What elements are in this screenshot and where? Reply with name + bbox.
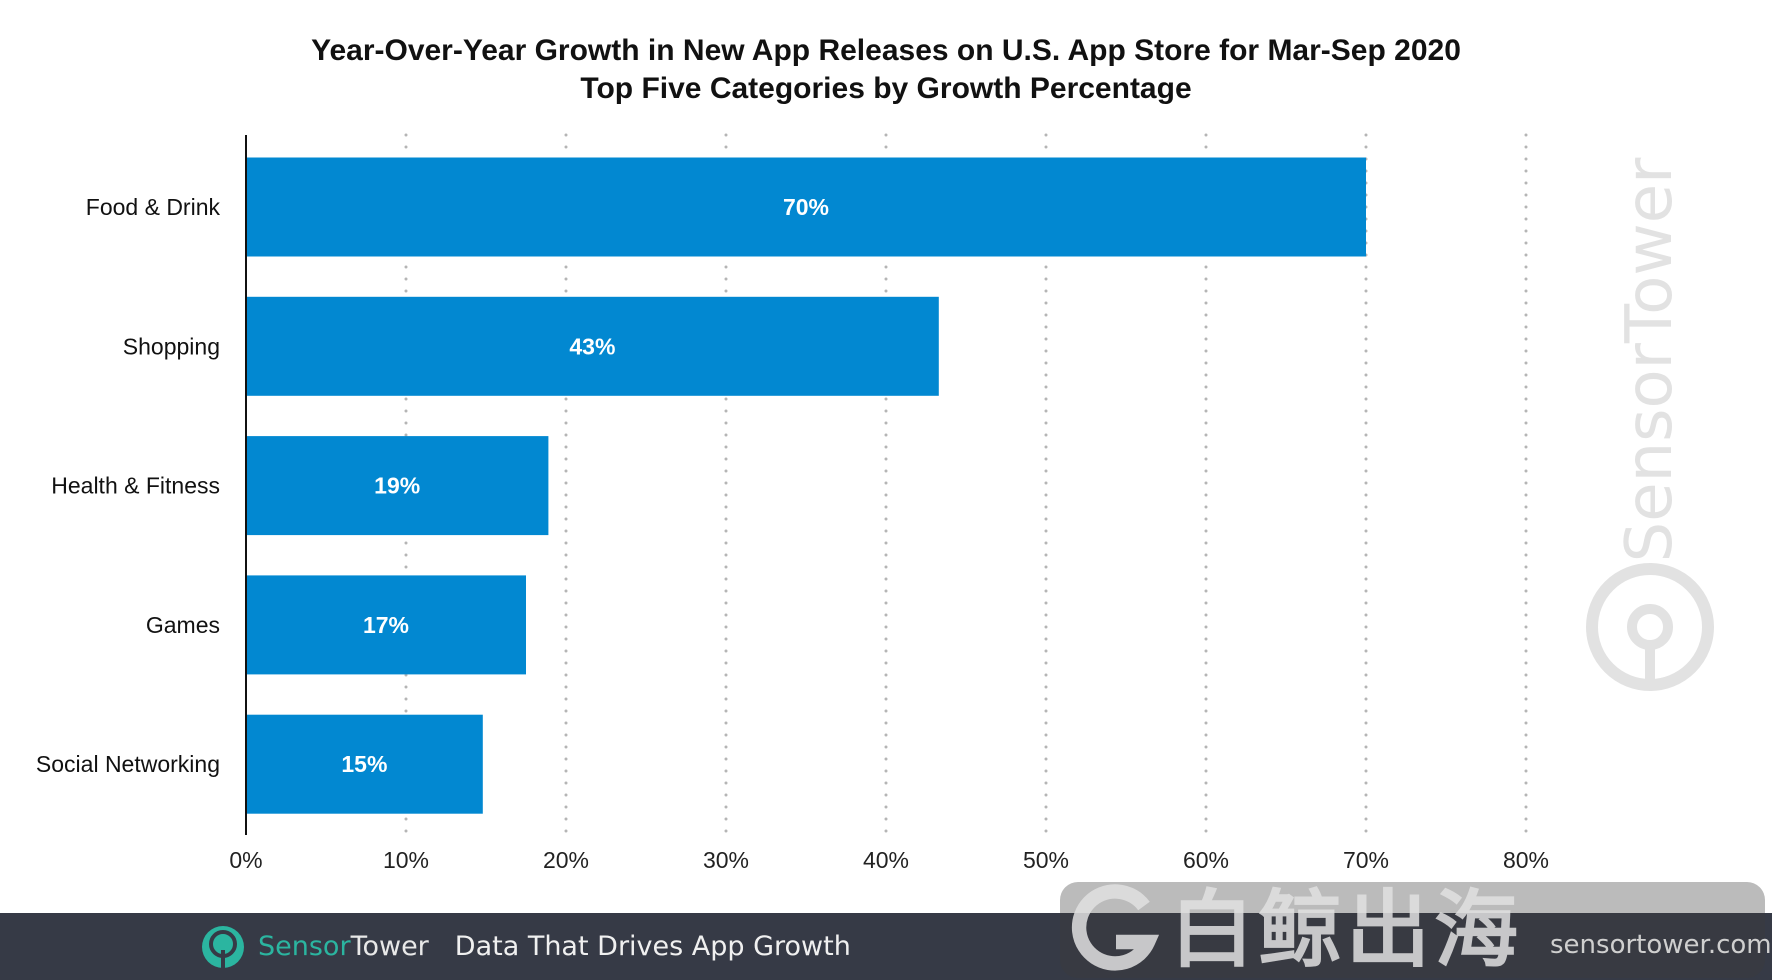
sensortower-url: sensortower.com: [1550, 930, 1772, 960]
data-label: 70%: [783, 194, 829, 220]
x-tick-label: 80%: [1503, 847, 1549, 873]
chart-subtitle: Top Five Categories by Growth Percentage: [580, 72, 1192, 105]
x-tick-label: 20%: [543, 847, 589, 873]
brand: SensorTower Data That Drives App Growth: [200, 913, 851, 980]
bar: [246, 714, 483, 814]
brand-name: SensorTower: [258, 931, 429, 962]
data-label: 15%: [341, 751, 387, 777]
overlay-watermark: 白鲸出海 sensortower.com: [1060, 882, 1772, 978]
category-label: Shopping: [123, 333, 220, 359]
chart-title: Year-Over-Year Growth in New App Release…: [311, 34, 1461, 67]
x-tick-label: 60%: [1183, 847, 1229, 873]
bar: [246, 575, 526, 675]
data-label: 43%: [569, 333, 615, 359]
x-tick-label: 30%: [703, 847, 749, 873]
sensortower-logo-icon: [202, 925, 244, 968]
bar: [246, 436, 549, 536]
x-tick-label: 50%: [1023, 847, 1069, 873]
data-label: 19%: [374, 473, 420, 499]
bar: [246, 157, 1366, 257]
category-label: Food & Drink: [86, 194, 221, 220]
overlay-cn-text: 白鲸出海: [1170, 883, 1523, 977]
data-label: 17%: [363, 612, 409, 638]
category-label: Health & Fitness: [51, 473, 220, 499]
x-tick-label: 0%: [229, 847, 262, 873]
footer-bar: SensorTower Data That Drives App Growth: [0, 913, 1772, 980]
category-label: Games: [146, 612, 220, 638]
tagline: Data That Drives App Growth: [454, 931, 851, 962]
whale-logo-icon: [1071, 884, 1160, 971]
bar: [246, 296, 939, 396]
x-tick-label: 10%: [383, 847, 429, 873]
bar-chart: 0% 10% 20% 30% 40% 50% 60% 70% 80% 70% Food & Drin…: [36, 133, 1549, 873]
x-tick-label: 40%: [863, 847, 909, 873]
x-tick-label: 70%: [1343, 847, 1389, 873]
category-label: Social Networking: [36, 751, 220, 777]
